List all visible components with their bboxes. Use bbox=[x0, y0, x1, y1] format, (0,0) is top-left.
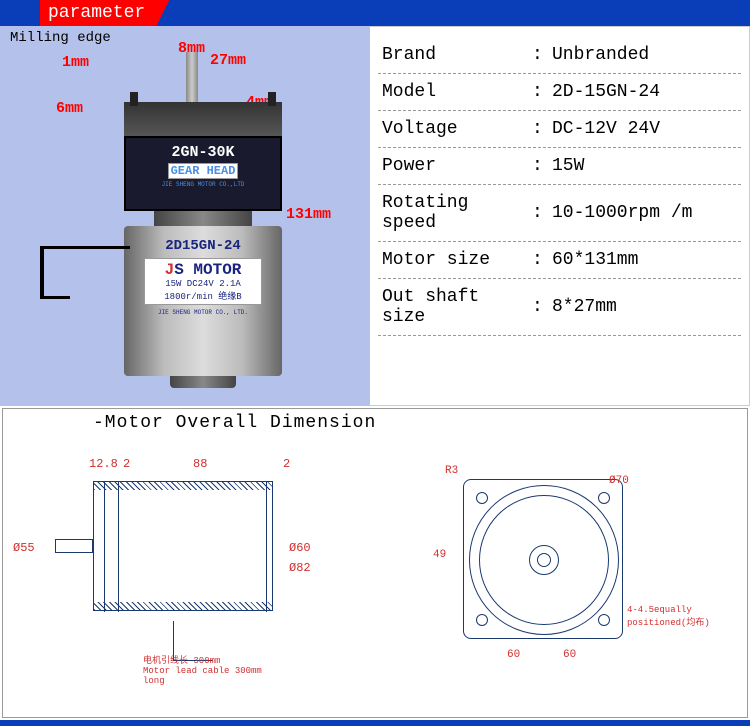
fv-dim-49: 49 bbox=[433, 549, 446, 561]
colon: : bbox=[532, 45, 552, 65]
dim-27mm: 27mm bbox=[210, 52, 246, 69]
motor-spec-line2: 1800r/min 绝缘B bbox=[147, 289, 259, 302]
gearhead-brand: JIE SHENG MOTOR CO.,LTD bbox=[126, 181, 280, 188]
gearhead-label: GEAR HEAD bbox=[168, 163, 239, 179]
dim-131mm: 131mm bbox=[286, 206, 331, 223]
sv-line bbox=[104, 482, 105, 612]
spec-value: Unbranded bbox=[552, 45, 737, 65]
fv-hole bbox=[598, 614, 610, 626]
colon: : bbox=[532, 203, 552, 223]
sv-dim-2a: 2 bbox=[123, 457, 130, 471]
bolt-icon bbox=[268, 92, 276, 106]
spec-label: Out shaft size bbox=[382, 287, 532, 327]
motor-bottom-cap bbox=[170, 376, 236, 388]
motor-spec-line1: 15W DC24V 2.1A bbox=[147, 279, 259, 289]
spec-row-motor-size: Motor size:60*131mm bbox=[378, 242, 741, 279]
header-title: parameter bbox=[40, 0, 169, 26]
motor-wire bbox=[40, 246, 130, 249]
sv-shaft bbox=[55, 539, 93, 553]
spec-value: 2D-15GN-24 bbox=[552, 82, 737, 102]
spec-value: 15W bbox=[552, 156, 737, 176]
drawing-title: -Motor Overall Dimension bbox=[93, 413, 747, 433]
motor-neck bbox=[154, 211, 252, 227]
side-view-drawing: 12.8 2 88 2 Ø55 Ø60 Ø82 电机引线长 300mm Moto… bbox=[93, 481, 273, 611]
spec-label: Motor size bbox=[382, 250, 532, 270]
sv-cable-note: 电机引线长 300mm Motor lead cable 300mm long bbox=[143, 653, 273, 686]
spec-label: Rotating speed bbox=[382, 193, 532, 233]
sv-dim-2b: 2 bbox=[283, 457, 290, 471]
spec-label: Model bbox=[382, 82, 532, 102]
spec-table: Brand:Unbranded Model:2D-15GN-24 Voltage… bbox=[370, 26, 750, 406]
colon: : bbox=[532, 250, 552, 270]
fv-circle-shaft bbox=[537, 553, 551, 567]
motor-brand-text: JS MOTOR bbox=[147, 261, 259, 279]
spec-row-speed: Rotating speed:10-1000rpm /m bbox=[378, 185, 741, 242]
dim-6mm: 6mm bbox=[56, 100, 83, 117]
spec-row-model: Model:2D-15GN-24 bbox=[378, 74, 741, 111]
colon: : bbox=[532, 82, 552, 102]
spec-value: 10-1000rpm /m bbox=[552, 203, 737, 223]
spec-label: Voltage bbox=[382, 119, 532, 139]
bolt-icon bbox=[130, 92, 138, 106]
product-image-panel: Milling edge 1mm 8mm 27mm 6mm 4mm 24mm 6… bbox=[0, 26, 370, 406]
upper-section: Milling edge 1mm 8mm 27mm 6mm 4mm 24mm 6… bbox=[0, 26, 750, 406]
colon: : bbox=[532, 297, 552, 317]
motor-body: 2D15GN-24 JS MOTOR 15W DC24V 2.1A 1800r/… bbox=[124, 226, 282, 376]
front-view-drawing: R3 Ø70 49 60 60 4-4.5equally positioned(… bbox=[463, 479, 623, 639]
fv-hole bbox=[476, 614, 488, 626]
gearhead-body: 2GN-30K GEAR HEAD JIE SHENG MOTOR CO.,LT… bbox=[124, 136, 282, 211]
sv-dim-82: Ø82 bbox=[289, 561, 311, 575]
fv-hole-note: 4-4.5equally positioned(均布) bbox=[627, 605, 727, 628]
spec-row-brand: Brand:Unbranded bbox=[378, 37, 741, 74]
fv-dim-60b: 60 bbox=[563, 649, 576, 661]
fv-hole bbox=[476, 492, 488, 504]
spec-label: Power bbox=[382, 156, 532, 176]
spec-row-voltage: Voltage:DC-12V 24V bbox=[378, 111, 741, 148]
motor-shaft bbox=[186, 52, 198, 102]
sv-body bbox=[93, 481, 273, 611]
fv-dim-r3: R3 bbox=[445, 465, 458, 477]
spec-value: 60*131mm bbox=[552, 250, 737, 270]
sv-line bbox=[118, 482, 119, 612]
sv-dim-128: 12.8 bbox=[89, 457, 118, 471]
motor-wire bbox=[40, 296, 70, 299]
milling-edge-label: Milling edge bbox=[10, 30, 111, 46]
sv-note-cn: 电机引线长 300mm bbox=[143, 653, 273, 666]
sv-hatch bbox=[94, 602, 272, 610]
dimension-drawing-panel: -Motor Overall Dimension 12.8 2 88 2 Ø55… bbox=[2, 408, 748, 718]
dim-1mm: 1mm bbox=[62, 54, 89, 71]
motor-company: JIE SHENG MOTOR CO., LTD. bbox=[124, 309, 282, 316]
sv-dim-88: 88 bbox=[193, 457, 207, 471]
sv-dim-55: Ø55 bbox=[13, 541, 35, 555]
spec-row-power: Power:15W bbox=[378, 148, 741, 185]
sv-hatch bbox=[94, 482, 272, 490]
drawing-area: 12.8 2 88 2 Ø55 Ø60 Ø82 电机引线长 300mm Moto… bbox=[3, 441, 747, 701]
fv-dim-o70: Ø70 bbox=[609, 475, 629, 487]
header-bar: parameter bbox=[0, 0, 750, 26]
spec-label: Brand bbox=[382, 45, 532, 65]
gearhead-top-plate bbox=[124, 102, 282, 136]
gearhead-model: 2GN-30K bbox=[126, 144, 280, 161]
sv-dim-60: Ø60 bbox=[289, 541, 311, 555]
motor-model-text: 2D15GN-24 bbox=[124, 238, 282, 254]
fv-hole bbox=[598, 492, 610, 504]
motor-label-box: JS MOTOR 15W DC24V 2.1A 1800r/min 绝缘B bbox=[144, 258, 262, 305]
spec-value: 8*27mm bbox=[552, 297, 737, 317]
motor-wire bbox=[40, 248, 44, 298]
spec-value: DC-12V 24V bbox=[552, 119, 737, 139]
fv-dim-60a: 60 bbox=[507, 649, 520, 661]
spec-row-shaft-size: Out shaft size:8*27mm bbox=[378, 279, 741, 336]
footer-bar bbox=[0, 720, 750, 726]
fv-square bbox=[463, 479, 623, 639]
sv-note-en: Motor lead cable 300mm long bbox=[143, 666, 273, 686]
sv-line bbox=[266, 482, 267, 612]
colon: : bbox=[532, 156, 552, 176]
colon: : bbox=[532, 119, 552, 139]
